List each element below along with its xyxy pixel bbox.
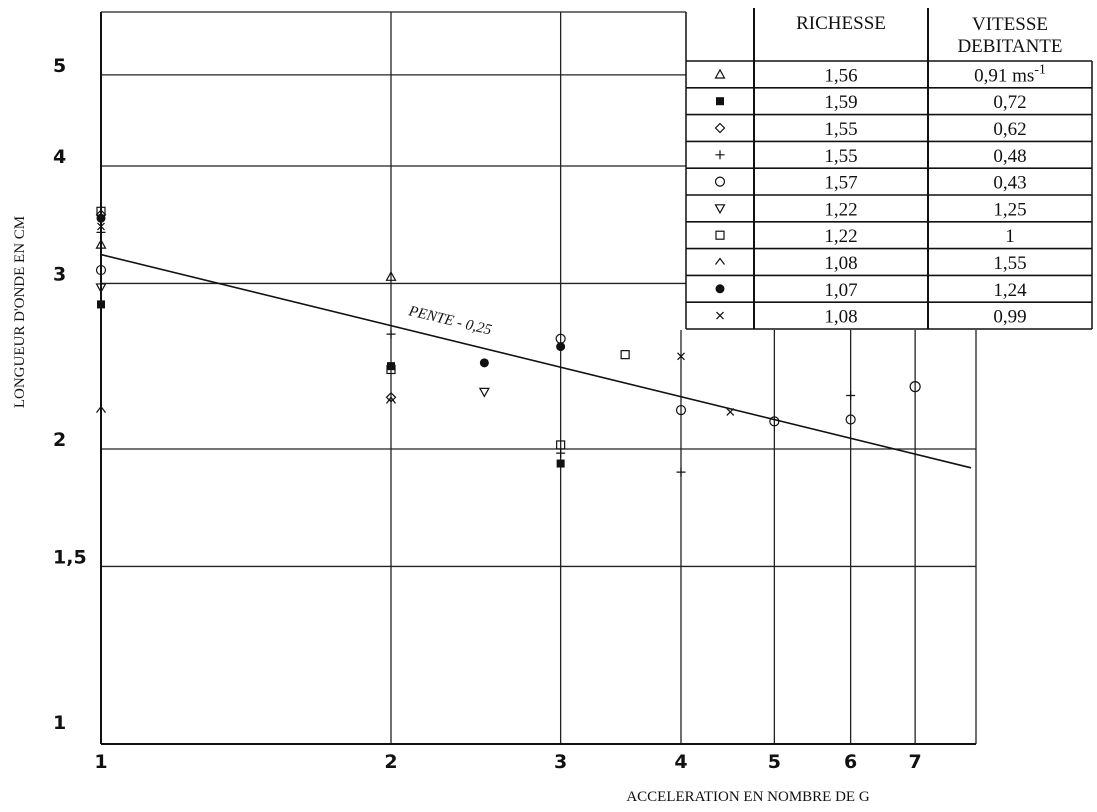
table-cell-vitesse: 0,72 (993, 92, 1026, 113)
x-tick-label: 1 (94, 751, 107, 773)
table-cell-richesse: 1,22 (824, 199, 857, 220)
data-point-square-filled (387, 362, 395, 371)
table-symbol-cross (716, 311, 724, 320)
axes: 1 2 3 4 5 6 7 1 1,5 2 3 4 5 (53, 11, 976, 773)
table-header-debitante: DEBITANTE (957, 36, 1062, 57)
table-cell-vitesse: 1 (1005, 226, 1015, 247)
table-cell-richesse: 1,22 (824, 226, 857, 247)
y-tick-label: 3 (53, 263, 66, 285)
x-tick-label: 2 (384, 751, 397, 773)
data-point-plus (556, 448, 566, 458)
data-point-circle (675, 404, 687, 416)
table-symbol-triangle-up (714, 68, 726, 79)
x-tick-label: 6 (844, 751, 857, 773)
table-symbol-square (715, 230, 725, 240)
data-point-cross (677, 352, 685, 361)
table-symbol-circle-filled (715, 284, 725, 294)
table-cell-vitesse: 1,25 (993, 199, 1026, 220)
y-tick-label: 5 (53, 55, 66, 77)
y-tick-label: 4 (53, 146, 66, 168)
table-symbol-caret (715, 257, 725, 265)
data-point-triangle-up (385, 270, 397, 281)
table-cell-vitesse: 1,55 (993, 253, 1026, 274)
table-symbol-plus (715, 150, 725, 160)
data-point-square (556, 440, 566, 450)
data-point-circle (909, 381, 921, 393)
data-point-triangle-down (478, 387, 490, 398)
data-point-circle-filled (479, 358, 489, 368)
table-cell-richesse: 1,55 (824, 119, 857, 140)
fit-line-group (100, 253, 972, 469)
table-symbol-triangle-down (714, 204, 726, 215)
data-point-plus (846, 391, 856, 401)
data-point-plus (676, 467, 686, 477)
y-tick-label: 2 (53, 429, 66, 451)
data-point-plus (386, 329, 396, 339)
table-cell-vitesse: 0,91 ms-1 (974, 62, 1046, 86)
data-point-square (386, 364, 396, 375)
y-tick-label: 1,5 (53, 546, 87, 568)
data-point-cross (726, 408, 735, 416)
table-cell-vitesse: 1,24 (993, 280, 1027, 301)
table-cell-vitesse: 0,99 (993, 307, 1026, 328)
table-symbol-diamond (714, 122, 726, 134)
table-symbol-circle (714, 176, 726, 187)
x-tick-label: 5 (768, 751, 781, 773)
table-cell-vitesse: 0,62 (993, 119, 1026, 140)
table-cell-richesse: 1,08 (824, 307, 857, 328)
data-point-diamond (385, 391, 397, 403)
superscript: -1 (1034, 62, 1046, 77)
x-tick-label: 7 (909, 751, 922, 773)
data-point-square-filled (556, 459, 565, 468)
y-axis-label: LONGUEUR D'ONDE EN CM (12, 216, 28, 408)
y-tick-label: 1 (53, 712, 66, 734)
table-cell-richesse: 1,56 (824, 65, 857, 86)
table-symbol-square-filled (716, 97, 724, 106)
table-cell-richesse: 1,59 (824, 92, 857, 113)
table-cell-vitesse: 0,43 (993, 173, 1026, 194)
x-tick-label: 3 (554, 751, 567, 773)
table-cell-richesse: 1,08 (824, 253, 857, 274)
x-tick-label: 4 (674, 751, 687, 773)
table-cell-richesse: 1,57 (824, 173, 857, 194)
fit-line-label: PENTE - 0,25 (406, 303, 493, 339)
data-point-circle (769, 416, 780, 427)
data-point-circle-filled (556, 342, 566, 352)
fit-line (100, 253, 972, 469)
table-header-richesse: RICHESSE (796, 13, 886, 34)
table-cell-richesse: 1,07 (824, 280, 857, 301)
x-axis-label: ACCELERATION EN NOMBRE DE G (626, 789, 869, 805)
data-point-caret (386, 396, 396, 404)
data-point-square (620, 350, 630, 360)
table-header-vitesse: VITESSE (972, 14, 1048, 35)
data-point-circle (845, 414, 856, 425)
table-cell-richesse: 1,55 (824, 146, 857, 167)
table-cell-vitesse: 0,48 (993, 146, 1026, 167)
